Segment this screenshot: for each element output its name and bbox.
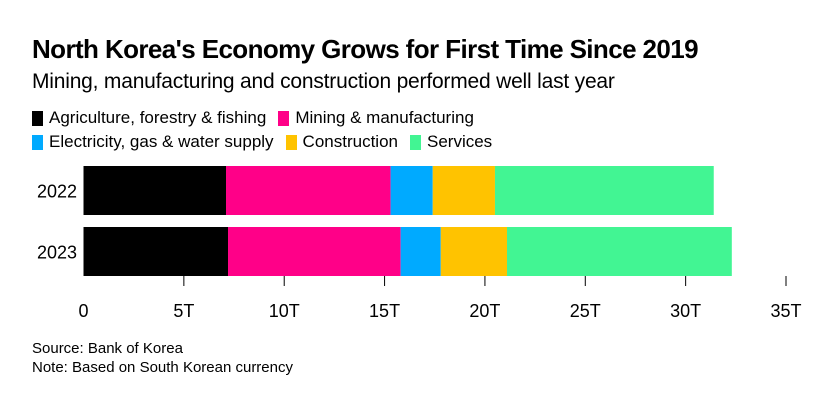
legend-item: Electricity, gas & water supply <box>32 132 274 152</box>
x-tick-label: 5T <box>173 301 194 321</box>
legend-row: Electricity, gas & water supply Construct… <box>32 130 504 154</box>
bar-segment <box>440 227 508 276</box>
legend-item: Services <box>409 132 493 152</box>
x-tick-label: 20T <box>469 301 500 321</box>
legend-label: Agriculture, forestry & fishing <box>49 108 267 127</box>
bar-segment <box>400 227 441 276</box>
legend-swatch <box>278 110 290 126</box>
category-label: 2023 <box>37 243 77 263</box>
legend: Agriculture, forestry & fishing Mining & … <box>32 106 504 154</box>
x-tick-label: 35T <box>770 301 801 321</box>
bar-segment <box>83 166 227 215</box>
x-tick-label: 0 <box>78 301 88 321</box>
legend-item: Agriculture, forestry & fishing <box>32 108 266 128</box>
legend-row: Agriculture, forestry & fishing Mining & … <box>32 106 504 130</box>
legend-swatch <box>285 134 297 150</box>
legend-label: Construction <box>302 132 398 151</box>
legend-swatch <box>32 134 43 150</box>
bar-segment <box>432 166 495 215</box>
category-label: 2022 <box>37 182 77 202</box>
legend-label: Mining & manufacturing <box>295 108 474 127</box>
chart-title: North Korea's Economy Grows for First Ti… <box>32 34 699 64</box>
bar-segment <box>83 227 229 276</box>
legend-label: Services <box>426 132 493 151</box>
x-tick-label: 30T <box>670 301 701 321</box>
bar-segment <box>228 227 401 276</box>
bar-segment <box>226 166 391 215</box>
bar-segment <box>494 166 714 215</box>
source-note: Source: Bank of Korea <box>32 340 183 357</box>
legend-swatch <box>409 134 421 150</box>
x-tick-label: 15T <box>369 301 400 321</box>
bar-segment <box>390 166 433 215</box>
legend-item: Mining & manufacturing <box>278 108 474 128</box>
legend-label: Electricity, gas & water supply <box>49 132 274 151</box>
x-tick-label: 10T <box>269 301 300 321</box>
x-tick-label: 25T <box>570 301 601 321</box>
currency-note: Note: Based on South Korean currency <box>32 359 293 376</box>
legend-swatch <box>32 110 43 126</box>
legend-item: Construction <box>285 132 398 152</box>
chart-subtitle: Mining, manufacturing and construction p… <box>32 70 615 93</box>
bar-segment <box>507 227 732 276</box>
